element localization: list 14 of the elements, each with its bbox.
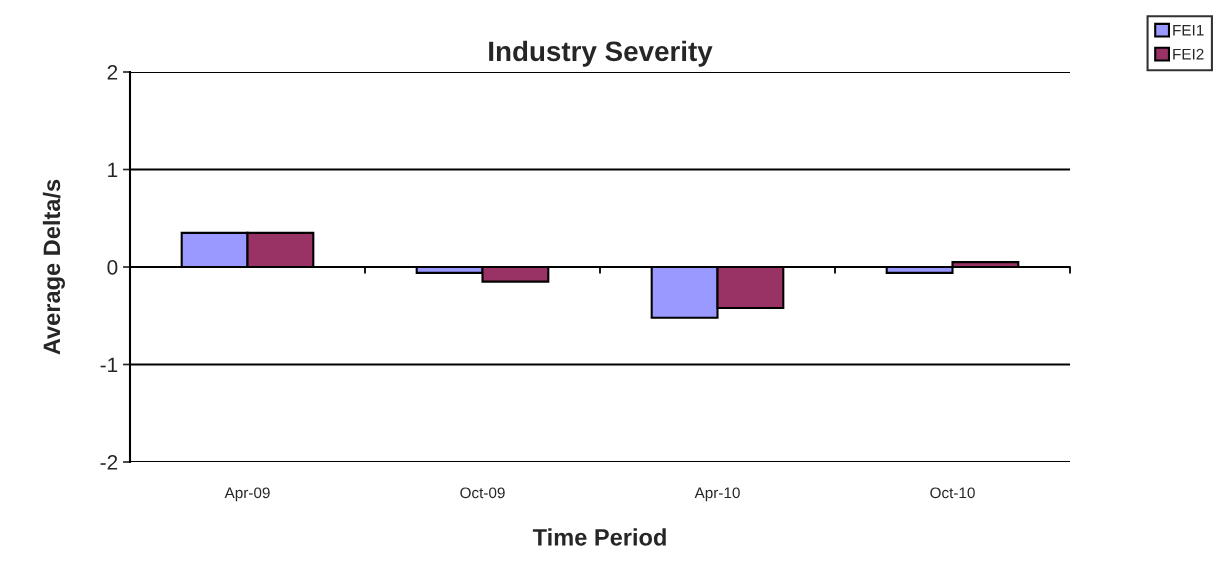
x-tick-label: Apr-09 bbox=[224, 487, 270, 502]
y-tick-label: 0 bbox=[107, 260, 118, 275]
y-tick-label: 1 bbox=[108, 162, 118, 178]
legend-label: FEI2 bbox=[1173, 48, 1204, 60]
x-axis-title: Time Period bbox=[532, 528, 666, 546]
x-tick-label: Oct-09 bbox=[460, 487, 505, 499]
legend-label: FEI1 bbox=[1173, 24, 1204, 36]
y-tick-label: -1 bbox=[100, 357, 118, 373]
y-tick-label: -2 bbox=[100, 455, 118, 470]
x-tick-label: Apr-10 bbox=[694, 487, 740, 502]
x-tick-label: Oct-10 bbox=[930, 487, 975, 499]
y-axis-title: Average Delta/s bbox=[42, 179, 65, 355]
chart-title: Industry Severity bbox=[489, 40, 713, 67]
y-tick-label: 2 bbox=[107, 65, 118, 80]
